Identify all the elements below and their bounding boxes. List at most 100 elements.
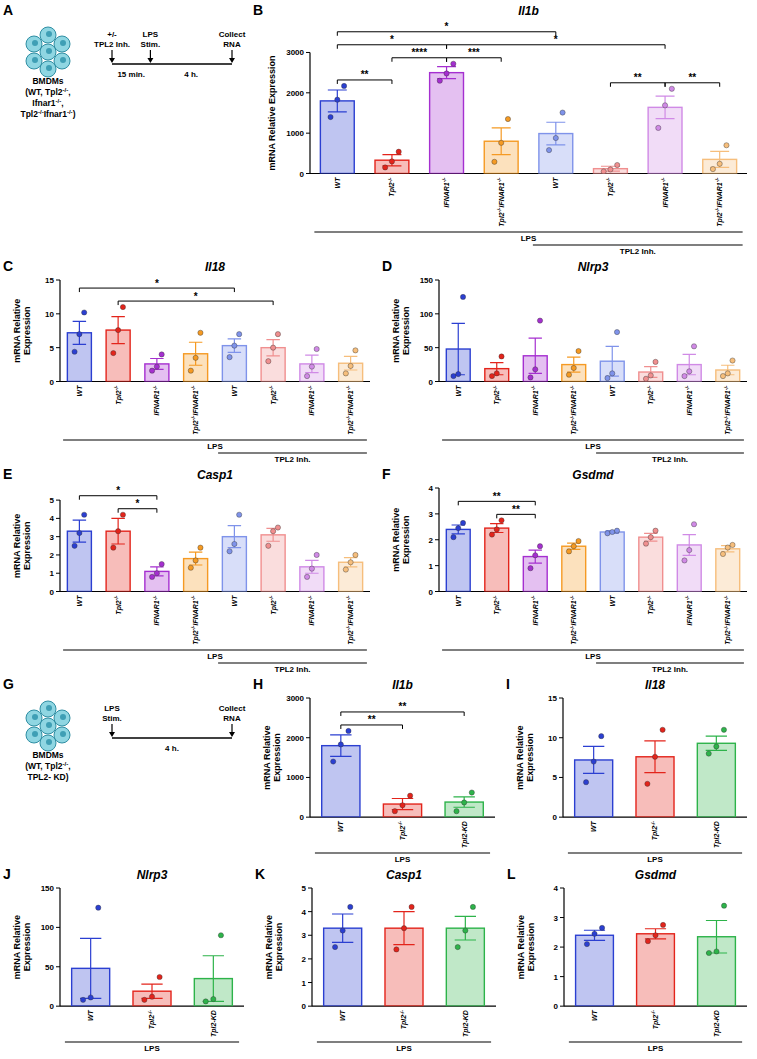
data-point [80,997,85,1002]
event-label: TPL2 Inh. [94,40,130,49]
event-arrow [150,50,151,59]
x-tick-label: WT [591,1009,598,1021]
data-point [691,344,696,349]
y-tick-label: 2 [50,551,55,560]
text-part: Tpl2 [493,390,501,404]
error-bar [111,518,124,544]
interval-label: 15 min. [117,70,145,79]
group-line [63,439,367,440]
significance-bracket [337,45,446,49]
data-point [159,561,164,566]
group-line [442,439,744,440]
error-bar [189,342,202,365]
data-point [456,526,461,531]
text-part: IFNAR1 [498,182,505,207]
cell-nucleus [46,65,52,71]
data-point [469,790,474,795]
data-point [571,365,576,370]
text-part: -/- [723,385,729,390]
data-point [348,904,353,909]
data-point [341,83,346,88]
text-part: LPS [143,30,159,39]
data-point [188,368,193,373]
chart-panel: DNlrp3WTTpl2-/-IFNAR1-/-Tpl2-/-IFNAR1-/-… [382,258,747,464]
group-line [314,231,742,232]
text-part: LPS [104,704,120,713]
panel-letter: H [253,676,263,692]
x-tick-label: IFNAR1-/- [684,595,693,625]
x-tick-label: Tpl2-/- [147,1010,157,1029]
cell [26,710,42,726]
event-label: LPS [104,704,120,713]
y-tick-label: 4 [429,484,434,493]
data-point [304,373,309,378]
data-point [193,558,198,563]
bar [677,545,701,592]
data-point [383,165,388,170]
text-part: WT [231,595,238,607]
text-part: -/- [307,385,313,390]
marks [324,904,485,1006]
significance-label: ** [368,714,376,725]
cell-label: TPL2- KD) [27,772,68,782]
cell [40,61,56,77]
event-arrowhead [109,58,115,63]
y-tick-label: 5 [50,496,55,505]
data-point [343,567,348,572]
data-point [571,544,576,549]
error-bar [644,367,657,378]
data-point [111,545,116,550]
cell-nucleus [46,705,52,711]
data-point [499,518,504,523]
group-line [218,452,367,453]
error-bar [332,914,353,942]
y-tick-label: 0 [302,1002,307,1011]
cell-label: BMDMs [32,76,63,86]
x-tick-label: Tpl2-KD [210,1010,218,1037]
error-bar [606,346,619,376]
error-bar [455,916,476,940]
data-point [149,574,154,579]
text-part: IFNAR1 [192,600,199,625]
x-tick-label: WT [339,1009,346,1021]
group-label: LPS [207,652,223,661]
data-point [533,553,538,558]
data-point [605,376,610,381]
error-bar [706,736,727,750]
cell [54,727,70,743]
chart-title: Casp1 [197,468,233,482]
y-tick-label: 5 [50,344,55,353]
error-bar [656,96,675,119]
cell-label: BMDMs [32,750,63,760]
data-point [271,529,276,534]
interval-label: 4 h. [165,744,179,753]
cell-nucleus [32,40,38,46]
data-point [232,541,237,546]
text-part: Tpl2 [399,826,407,840]
data-point [656,125,661,130]
cell-label: Ifnar1-/-, [32,97,63,108]
error-bar [266,340,279,356]
y-tick-label: 0 [554,1002,559,1011]
text-part: IFNAR1 [716,182,723,207]
error-bar [567,357,580,372]
group-label: LPS [396,1044,412,1053]
text-part: BMDMs [32,76,63,86]
error-bar [644,533,657,541]
text-part: Tpl2 [607,182,615,196]
group-label: LPS [647,855,663,864]
chart-title: Nlrp3 [137,868,168,882]
text-part: Tpl2-KD [713,821,721,848]
y-tick-label: 2000 [286,89,304,98]
data-point [227,549,232,554]
significance-label: * [136,498,140,509]
text-part: Expression [401,306,411,355]
text-part: RNA [223,40,241,49]
text-part: -/- [345,385,351,390]
x-tick-label: Tpl2-/- [650,1010,660,1029]
error-bar [189,552,202,565]
event-arrow [111,50,112,59]
x-tick-label: WT [231,385,238,397]
significance-bracket [79,288,234,292]
data-point [725,371,730,376]
